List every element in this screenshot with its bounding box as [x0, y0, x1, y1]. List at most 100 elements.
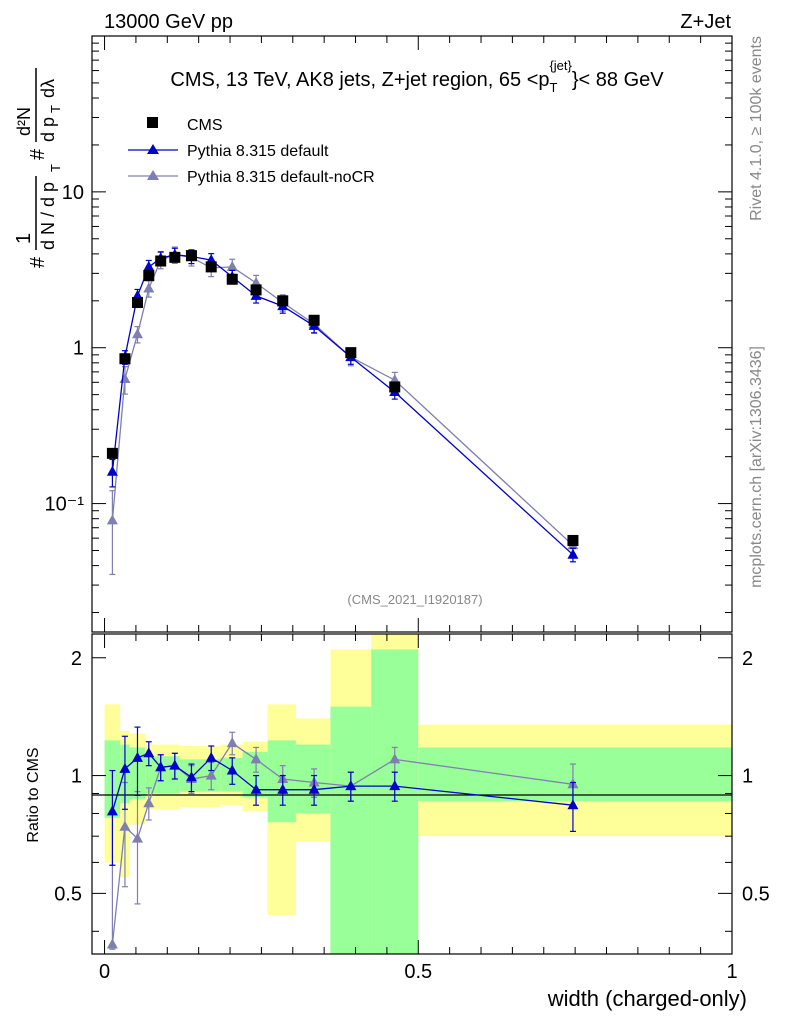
cms-point — [205, 261, 217, 273]
cms-point — [131, 297, 143, 309]
ratio-series — [106, 726, 579, 950]
mcplots-label: mcplots.cern.ch [arXiv:1306.3436] — [748, 346, 765, 588]
legend-cms-label: CMS — [187, 117, 223, 134]
legend-def-marker — [147, 144, 159, 154]
ratio-frame — [91, 633, 733, 955]
legend-nocr-marker — [147, 170, 159, 180]
ratio-point-0 — [226, 764, 238, 775]
main-panel: 10⁻¹ 1 10 CMS, 13 TeV, AK8 jets, Z+jet reg… — [45, 35, 733, 633]
title-sub: T — [550, 80, 558, 95]
ratio-ytick-label-right: 1 — [742, 766, 753, 788]
series-line-1 — [111, 254, 574, 556]
title-sup: {jet} — [549, 58, 572, 73]
cms-point — [106, 447, 118, 459]
cms-point — [119, 353, 131, 365]
svg-text:dλ: dλ — [38, 79, 58, 98]
ratio-point-0 — [308, 783, 320, 794]
svg-text:1: 1 — [13, 233, 35, 244]
ratio-point-0 — [567, 799, 579, 810]
svg-text:#: # — [27, 148, 49, 160]
rivet-label: Rivet 4.1.0, ≥ 100k events — [748, 36, 765, 221]
svg-text:d N / d p: d N / d p — [38, 182, 58, 250]
title-text: CMS, 13 TeV, AK8 jets, Z+jet region, 65 … — [170, 69, 549, 91]
svg-text:T: T — [48, 105, 63, 113]
ratio-point-0 — [131, 751, 143, 762]
ratio-point-0 — [250, 783, 262, 794]
cms-point — [143, 270, 155, 282]
ratio-ytick-label-right: 2 — [742, 648, 753, 670]
ratio-point-0 — [185, 771, 197, 782]
mc-point-2 — [106, 514, 118, 525]
ratio-ytick-label-left: 0.5 — [54, 883, 82, 905]
band-green — [220, 757, 243, 792]
ratio-point-0 — [205, 751, 217, 762]
xtick-label: 0 — [99, 961, 110, 983]
ratio-point-0 — [119, 762, 131, 773]
ratio-point-0 — [169, 759, 181, 770]
ratio-point-0 — [106, 805, 118, 816]
svg-text:d p: d p — [38, 117, 58, 142]
ratio-point-0 — [155, 761, 167, 772]
ratio-point-1 — [389, 753, 401, 764]
ratio-point-0 — [389, 780, 401, 791]
cms-point — [169, 251, 181, 263]
svg-text:T: T — [48, 164, 63, 172]
ratio-point-0 — [143, 747, 155, 758]
mc-point-2 — [119, 372, 131, 383]
main-ytick-label: 10 — [62, 182, 84, 204]
ratio-point-1 — [106, 938, 118, 949]
x-axis-label: width (charged-only) — [547, 986, 747, 1011]
ratio-point-1 — [226, 737, 238, 748]
ratio-point-1 — [131, 832, 143, 843]
mc-point-1 — [567, 548, 579, 559]
ratio-ytick-label-left: 1 — [71, 766, 82, 788]
xtick-label: 0.5 — [404, 961, 432, 983]
xtick-label: 1 — [726, 961, 737, 983]
series-line-2 — [111, 254, 574, 546]
mc-point-2 — [226, 260, 238, 271]
title-tail: }< 88 GeV — [572, 69, 664, 91]
legend-nocr-label: Pythia 8.315 default-noCR — [187, 169, 375, 186]
legend-def-label: Pythia 8.315 default — [187, 143, 329, 160]
ratio-ylabel: Ratio to CMS — [25, 747, 42, 842]
cms-point — [389, 381, 401, 393]
mc-point-1 — [143, 260, 155, 271]
band-green — [330, 706, 372, 954]
header-left-label: 13000 GeV pp — [104, 11, 233, 33]
main-frame — [91, 35, 733, 633]
main-title: CMS, 13 TeV, AK8 jets, Z+jet region, 65 … — [170, 58, 664, 95]
main-series — [106, 246, 579, 576]
cms-point — [308, 314, 320, 326]
mc-point-2 — [131, 328, 143, 339]
ratio-point-1 — [250, 753, 262, 764]
band-green — [418, 747, 732, 802]
ratio-point-0 — [345, 780, 357, 791]
cms-point — [185, 250, 197, 262]
ratio-bands — [104, 634, 732, 954]
ratio-ytick-label-right: 0.5 — [742, 883, 770, 905]
band-green — [179, 759, 221, 792]
header-right-label: Z+Jet — [680, 11, 731, 33]
main-ytick-label: 1 — [73, 338, 84, 360]
ratio-ticks: 0.5 0.5 1 1 2 2 0 0.5 1 — [54, 634, 770, 983]
mc-point-1 — [106, 465, 118, 476]
mc-point-2 — [143, 282, 155, 293]
cms-point — [277, 295, 289, 307]
ratio-point-1 — [205, 769, 217, 780]
main-ticks: 10⁻¹ 1 10 — [45, 36, 733, 632]
main-ylabel: # 1 d N / d p T # d²N d p T dλ — [13, 68, 63, 268]
main-ytick-label: 10⁻¹ — [45, 494, 85, 516]
cms-point — [345, 347, 357, 359]
svg-text:#: # — [27, 256, 49, 268]
ratio-point-1 — [119, 820, 131, 831]
cms-point — [250, 284, 262, 296]
ratio-panel: 0.5 0.5 1 1 2 2 0 0.5 1 — [54, 633, 770, 983]
watermark: (CMS_2021_I1920187) — [347, 592, 482, 607]
ratio-point-1 — [143, 797, 155, 808]
svg-text:d²N: d²N — [14, 107, 34, 136]
ratio-point-0 — [277, 783, 289, 794]
legend-cms-marker — [147, 117, 158, 128]
ratio-ytick-label-left: 2 — [71, 648, 82, 670]
legend: CMS Pythia 8.315 default Pythia 8.315 de… — [128, 117, 375, 186]
